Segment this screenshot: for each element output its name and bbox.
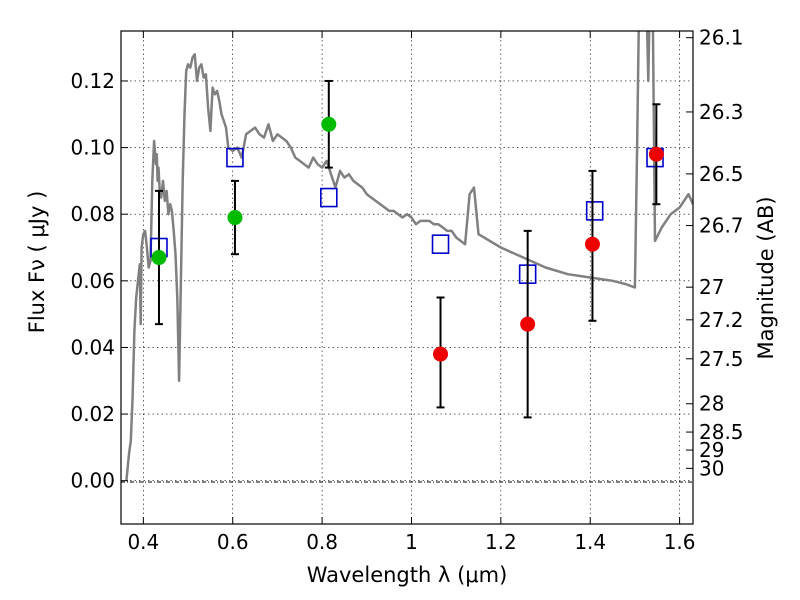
magnitude-tick-label: 27.2: [699, 308, 744, 332]
low-significance-point: [433, 346, 449, 362]
magnitude-tick-label: 26.1: [699, 26, 744, 50]
y-axis-label: Flux Fν ( μJy ): [25, 191, 49, 334]
y-tick-label: 0.06: [70, 269, 115, 293]
x-tick-label: 1.4: [574, 530, 606, 554]
model-flux-square: [585, 201, 604, 221]
magnitude-tick-label: 30: [699, 456, 724, 480]
model-flux-square: [319, 187, 338, 208]
magnitude-tick-label: 26.5: [699, 162, 744, 186]
magnitude-tick-label: 26.7: [699, 214, 744, 238]
low-significance-point: [520, 316, 536, 332]
x-tick-label: 1.6: [664, 530, 696, 554]
magnitude-tick-label: 27.5: [699, 347, 744, 371]
model-spectrum-line: [125, 31, 693, 481]
model-flux-square: [226, 147, 244, 168]
magnitude-tick-label: 28: [699, 392, 724, 416]
magnitude-tick-label: 27: [699, 275, 724, 299]
y-tick-label: 0.10: [70, 136, 115, 160]
magnitude-tick-label: 26.3: [699, 100, 744, 124]
grid-lines: [121, 31, 693, 524]
model-flux-square: [431, 234, 450, 254]
y-tick-label: 0.02: [70, 402, 115, 426]
low-significance-point: [584, 236, 600, 252]
y-tick-label: 0.08: [70, 202, 115, 226]
x-tick-label: 0.8: [306, 530, 338, 554]
plot-frame: [120, 30, 694, 525]
magnitude-tick-label: 29: [699, 438, 724, 462]
y-tick-label: 0.12: [70, 69, 115, 93]
x-axis-label: Wavelength λ (μm): [307, 563, 508, 587]
x-tick-label: 1: [405, 530, 418, 554]
low-significance-point: [648, 146, 664, 162]
data-layer: [125, 31, 693, 481]
x-tick-label: 1.2: [485, 530, 517, 554]
magnitude-tick-label: 28.5: [699, 420, 744, 444]
x-tick-label: 0.4: [127, 530, 159, 554]
detection-point: [227, 210, 243, 226]
axis-ticks: 0.4 0.6 0.8 1 1.2 1.4 1.6 0.00 0.02 0.04 0.06 0.08 0…: [70, 26, 743, 554]
y2-axis-label: Magnitude (AB): [754, 196, 778, 359]
detection-point: [321, 116, 337, 132]
y-tick-label: 0.04: [70, 335, 115, 359]
y-tick-label: 0.00: [70, 469, 115, 493]
detection-point: [151, 250, 167, 266]
x-tick-label: 0.6: [217, 530, 249, 554]
